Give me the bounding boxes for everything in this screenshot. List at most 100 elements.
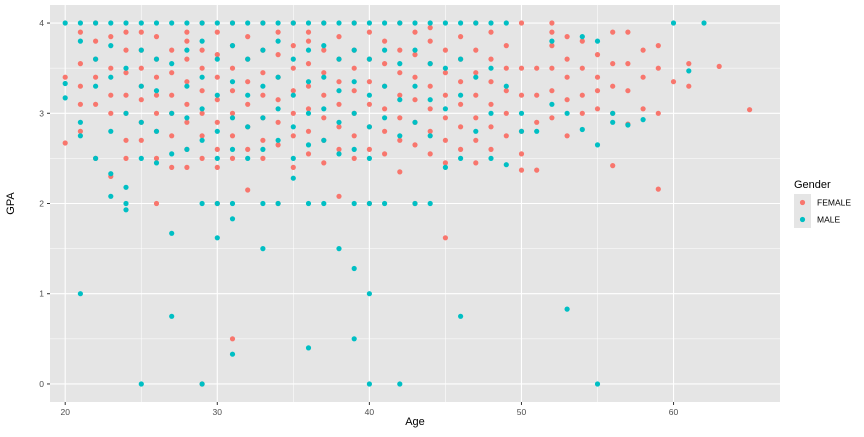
data-point-female — [260, 155, 266, 161]
data-point-female — [412, 142, 418, 148]
data-point-male — [138, 47, 144, 53]
data-point-male — [260, 200, 266, 207]
data-point-female — [458, 79, 464, 85]
data-point-female — [442, 137, 448, 143]
data-point-male — [321, 74, 327, 80]
data-point-male — [488, 155, 494, 161]
data-point-male — [321, 20, 327, 26]
data-point-female — [397, 92, 403, 98]
data-point-male — [229, 79, 236, 85]
data-point-female — [640, 106, 646, 112]
data-point-female — [305, 128, 312, 134]
data-point-female — [184, 101, 190, 107]
data-point-male — [534, 128, 540, 134]
data-point-female — [214, 52, 220, 58]
data-point-female — [199, 88, 205, 94]
data-point-female — [716, 63, 722, 69]
data-point-male — [169, 61, 175, 67]
data-point-female — [77, 29, 83, 35]
x-tick-label: 30 — [213, 407, 223, 417]
legend-keys: FEMALE MALE — [794, 194, 851, 228]
data-point-female — [488, 79, 494, 85]
data-point-male — [138, 20, 144, 26]
data-point-female — [458, 124, 464, 130]
data-point-female — [153, 200, 160, 207]
data-point-male — [670, 20, 677, 26]
data-point-male — [62, 95, 68, 101]
data-point-female — [351, 133, 357, 139]
data-point-female — [564, 74, 570, 80]
data-point-female — [184, 79, 190, 85]
data-point-female — [564, 56, 570, 62]
data-point-female — [214, 146, 220, 152]
data-point-female — [229, 133, 236, 139]
data-point-male — [336, 246, 342, 252]
y-tick-label: 3 — [39, 108, 44, 118]
data-point-female — [62, 140, 68, 146]
data-point-male — [503, 162, 509, 168]
data-point-female — [184, 164, 190, 170]
data-point-male — [153, 160, 160, 166]
data-point-female — [275, 52, 281, 58]
data-point-female — [245, 146, 251, 152]
data-point-male — [488, 65, 494, 71]
data-point-male — [305, 20, 312, 26]
data-point-male — [625, 122, 631, 128]
data-point-female — [77, 61, 83, 67]
data-point-female — [473, 47, 479, 53]
data-point-male — [184, 115, 190, 121]
data-point-male — [229, 200, 236, 207]
data-point-male — [214, 56, 220, 62]
data-point-female — [427, 106, 433, 112]
data-point-male — [229, 351, 236, 357]
data-point-male — [108, 128, 114, 134]
x-tick-label: 20 — [60, 407, 70, 417]
data-point-male — [473, 20, 479, 26]
data-point-male — [427, 61, 433, 67]
data-point-male — [138, 155, 144, 161]
data-point-female — [245, 187, 251, 193]
data-point-female — [245, 79, 251, 85]
data-point-male — [305, 345, 312, 351]
data-point-male — [579, 34, 585, 40]
data-point-female — [549, 20, 555, 26]
data-point-male — [427, 97, 433, 103]
data-point-male — [229, 146, 236, 152]
data-point-male — [686, 68, 692, 74]
data-point-female — [77, 101, 83, 107]
data-point-female — [549, 115, 555, 121]
data-point-female — [199, 65, 205, 71]
data-point-male — [564, 110, 570, 116]
data-point-male — [290, 20, 296, 26]
data-point-female — [458, 101, 464, 107]
data-point-male — [336, 56, 342, 62]
data-point-female — [305, 151, 312, 157]
data-point-male — [62, 20, 68, 26]
data-point-female — [169, 47, 175, 53]
data-point-female — [549, 65, 555, 71]
data-point-male — [397, 20, 403, 26]
data-point-male — [275, 74, 281, 80]
data-point-male — [321, 106, 327, 112]
data-point-female — [321, 92, 327, 98]
data-point-male — [77, 133, 83, 139]
data-point-male — [518, 128, 525, 134]
data-point-male — [123, 200, 129, 207]
data-point-female — [184, 119, 190, 125]
data-point-female — [184, 38, 190, 44]
data-point-female — [108, 65, 114, 71]
data-point-male — [458, 155, 464, 161]
data-point-female — [108, 34, 114, 40]
data-point-male — [351, 20, 357, 26]
data-point-female — [290, 88, 296, 94]
data-point-male — [579, 126, 585, 133]
data-point-male — [351, 336, 357, 342]
data-point-female — [351, 155, 357, 161]
data-point-female — [655, 186, 661, 192]
data-point-male — [366, 92, 372, 98]
data-point-male — [336, 20, 342, 26]
data-point-female — [336, 34, 342, 40]
data-point-male — [275, 20, 281, 26]
data-point-female — [184, 29, 190, 35]
